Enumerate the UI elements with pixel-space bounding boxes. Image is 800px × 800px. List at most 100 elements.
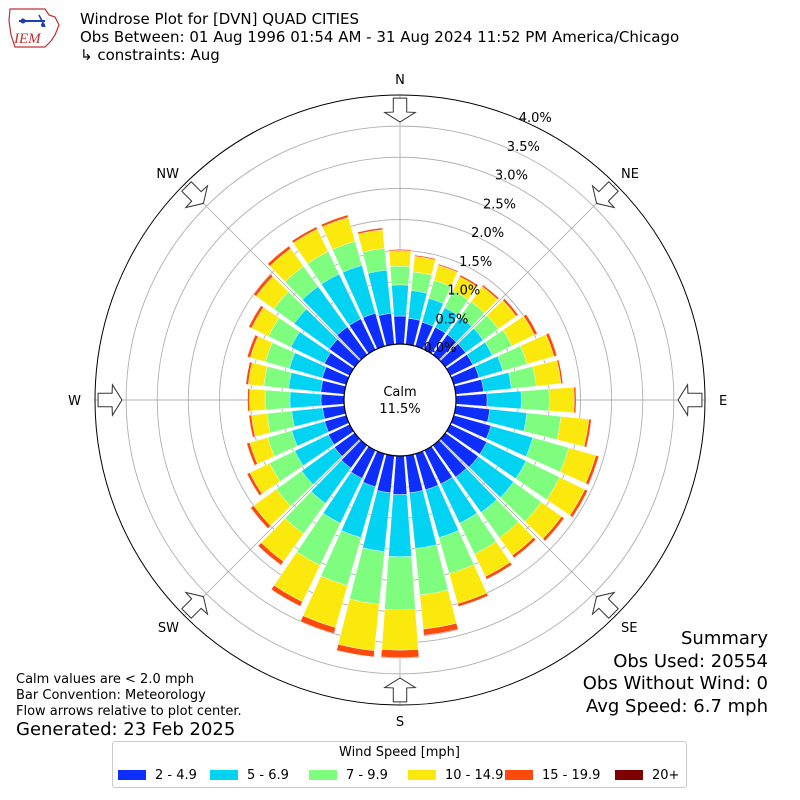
legend-swatch [309,770,337,780]
wind-bar-segment [381,608,419,651]
wind-bar-segment [455,393,488,407]
wind-bar-segment [264,389,291,411]
wind-bar-segment [419,589,457,630]
wind-bar-segment [391,284,409,317]
wind-bar-segment [300,615,336,634]
wind-bar-segment [556,416,590,447]
compass-label: SE [621,621,637,636]
wind-bar-segment [336,644,375,658]
wind-bar-segment [247,388,250,412]
wind-bar-segment [486,390,522,410]
wind-bar-segment [266,410,295,434]
flow-arrows [97,97,703,703]
generated-date: Generated: 23 Feb 2025 [16,719,236,740]
radial-tick-label: 2.5% [483,197,516,212]
flow-arrow [181,591,209,619]
flow-arrow [591,181,619,209]
calm-note: Calm values are < 2.0 mph [16,672,195,687]
legend-label: 20+ [652,767,680,783]
wind-bar-segment [511,537,537,559]
wind-bar-segment [388,494,412,558]
wind-bar-segment [481,284,500,300]
chart-title: Windrose Plot for [DVN] QUAD CITIES [80,10,360,28]
iem-logo: IEM [8,8,60,48]
flow-arrow [181,181,209,209]
radial-tick-labels: 0.0% 0.5% 1.0% 1.5% 2.0% 2.5% 3.0% 3.5% 4.0% [423,111,551,356]
wind-bar-segment [380,656,420,659]
wind-bar-segment [573,386,577,414]
wind-bar-segment [257,542,284,566]
legend-swatch [615,770,643,780]
outer-ring [94,94,706,706]
flow-arrow [383,97,417,123]
wind-bar-segment [320,393,345,407]
wind-bar-segment [247,334,259,358]
wind-bars [245,214,600,659]
bar-convention-note: Bar Convention: Meteorology [16,688,206,703]
compass-label: W [68,394,81,409]
chart-constraints: ↳ constraints: Aug [80,46,220,64]
wind-bar-segment [508,366,537,389]
compass-label: N [395,73,405,88]
radial-tick-label: 1.0% [447,284,480,299]
calm-circle [343,343,457,457]
wind-bar-segment [267,245,292,267]
speed-legend: Wind Speed [mph] 2 - 4.9 5 - 6.9 7 - 9.9… [112,741,687,788]
wind-bar-segment [249,388,266,412]
wind-bar-segment [523,412,562,440]
legend-item: 2 - 4.9 [118,767,197,783]
wind-bar-segment [246,442,258,466]
calm-label: Calm [383,385,416,400]
compass-label: S [396,715,404,730]
wind-bar-segment [556,359,564,384]
wind-bar-segment [542,516,565,542]
wind-bar-segment [253,273,274,297]
radial-tick-label: 3.0% [495,169,528,184]
summary-heading: Summary [681,628,768,649]
wind-bar-segment [520,388,550,412]
wind-bar-segment [357,227,383,235]
compass-labels: N NE E SE S SW W NW [68,73,727,730]
flow-arrow [591,591,619,619]
legend-item: 5 - 6.9 [210,767,289,783]
wind-bar-segment [548,387,575,413]
calm-value: 11.5% [379,402,420,417]
compass-label: E [719,394,727,409]
chart-subtitle: Obs Between: 01 Aug 1996 01:54 AM - 31 A… [80,28,680,46]
flow-arrow [383,677,417,703]
plot-notes: Calm values are < 2.0 mph Bar Convention… [16,672,242,720]
legend-swatch [118,770,146,780]
wind-bar-segment [457,592,489,607]
wind-bar-segment [393,315,407,345]
legend-swatch [210,770,238,780]
wind-bar-segment [532,360,562,387]
legend-label: 5 - 6.9 [247,767,289,783]
wind-bar-segment [583,418,592,448]
wind-bar-segment [502,298,519,317]
summary-avg-speed: Avg Speed: 6.7 mph [586,695,768,717]
wind-bar-segment [337,598,380,652]
radial-tick-label: 0.5% [435,312,468,327]
legend-title: Wind Speed [mph] [339,745,460,760]
wind-bar-segment [270,585,303,607]
wind-bar-segment [291,226,318,244]
wind-bar-segment [380,649,420,658]
summary-obs-without-wind: Obs Without Wind: 0 [582,673,768,694]
wind-bar-segment [545,332,558,357]
wind-bar-segment [437,263,459,273]
wind-bar-segment [423,629,459,637]
wind-bar-segment [320,214,349,228]
legend-item: 10 - 14.9 [408,767,503,783]
wind-bar-segment [459,274,479,288]
legend-label: 7 - 9.9 [346,767,388,783]
radial-tick-label: 2.0% [471,226,504,241]
wind-bar-segment [485,561,513,580]
flow-arrow [677,383,703,417]
chart-header: Windrose Plot for [DVN] QUAD CITIES Obs … [80,10,679,64]
wind-bar-segment [384,556,416,610]
legend-item: 15 - 19.9 [505,767,600,783]
summary-box: Summary Obs Used: 20554 Obs Without Wind… [583,628,768,718]
legend-label: 2 - 4.9 [155,767,197,783]
